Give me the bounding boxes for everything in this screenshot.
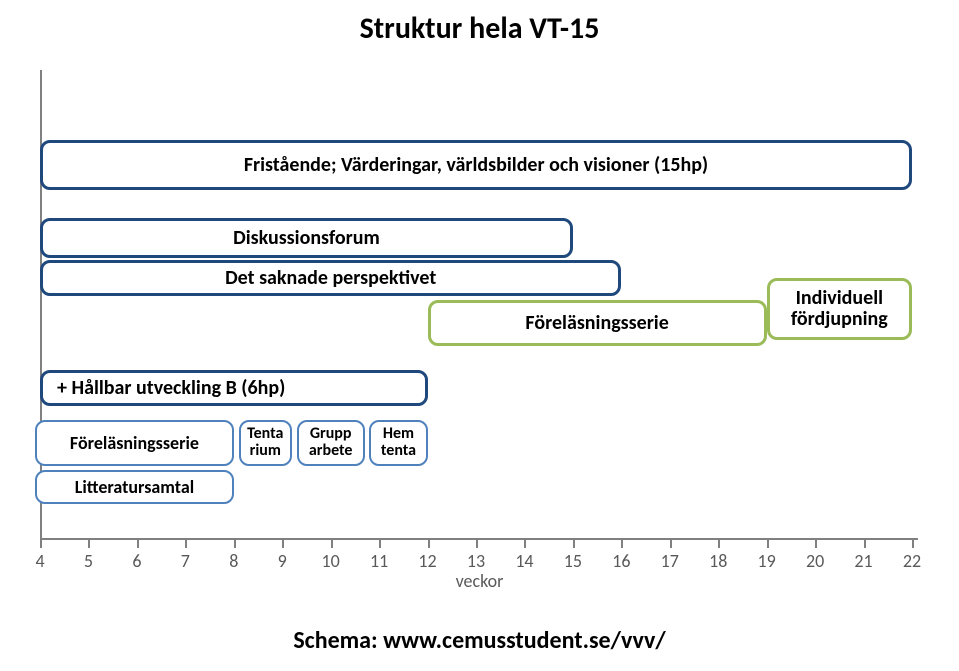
tick-mark [524,540,526,548]
tick-label: 20 [806,550,824,572]
tick-label: 5 [84,550,93,572]
tick-label: 16 [612,550,630,572]
tick-label: 18 [709,550,727,572]
box-label: Föreläsningsserie [70,434,199,453]
box-label: Litteratursamtal [75,478,194,497]
tick-mark [476,540,478,548]
box-individuell: Individuell fördjupning [767,278,912,340]
box-label: Tenta rium [247,426,283,460]
box-label: + Hållbar utveckling B (6hp) [57,378,285,399]
axis-ticks: 45678910111213141516171819202122 [40,540,918,564]
tick-mark [670,540,672,548]
tick-label: 17 [661,550,679,572]
tick-label: 8 [229,550,238,572]
tick-label: 14 [515,550,533,572]
box-grupp: Grupp arbete [297,420,365,466]
box-label: Diskussionsforum [233,228,380,249]
box-label: Föreläsningsserie [525,313,668,334]
tick-mark [379,540,381,548]
box-diskussionsforum: Diskussionsforum [40,218,573,258]
box-forelasning_green: Föreläsningsserie [428,300,767,346]
tick-mark [331,540,333,548]
footer-schema: Schema: www.cemusstudent.se/vvv/ [0,626,959,655]
tick-mark [137,540,139,548]
tick-label: 15 [564,550,582,572]
tick-mark [815,540,817,548]
tick-mark [282,540,284,548]
box-label: Det saknade perspektivet [225,268,436,289]
tick-label: 7 [181,550,190,572]
tick-label: 21 [854,550,872,572]
tick-label: 6 [132,550,141,572]
box-forelasning_thin: Föreläsningsserie [35,420,234,466]
tick-label: 9 [278,550,287,572]
box-hallbar: + Hållbar utveckling B (6hp) [40,370,428,406]
box-litteratursamtal: Litteratursamtal [35,470,234,504]
box-label: Grupp arbete [309,426,353,460]
box-label: Hem tenta [381,426,416,460]
tick-mark [767,540,769,548]
page-title: Struktur hela VT-15 [0,10,959,47]
tick-mark [621,540,623,548]
tick-label: 11 [370,550,388,572]
tick-label: 13 [467,550,485,572]
tick-mark [912,540,914,548]
tick-mark [573,540,575,548]
tick-mark [185,540,187,548]
tick-label: 10 [322,550,340,572]
box-hem: Hem tenta [369,420,427,466]
tick-mark [864,540,866,548]
box-label: Fristående; Värderingar, världsbilder oc… [244,155,708,176]
tick-mark [88,540,90,548]
tick-mark [40,540,42,548]
axis-label: veckor [0,570,959,592]
box-tenta: Tenta rium [239,420,292,466]
box-label: Individuell fördjupning [791,288,888,330]
tick-mark [234,540,236,548]
tick-mark [428,540,430,548]
tick-mark [718,540,720,548]
tick-label: 19 [758,550,776,572]
tick-label: 22 [903,550,921,572]
box-saknade: Det saknade perspektivet [40,260,621,296]
tick-label: 12 [418,550,436,572]
tick-label: 4 [35,550,44,572]
box-fristaende: Fristående; Värderingar, världsbilder oc… [40,140,912,190]
